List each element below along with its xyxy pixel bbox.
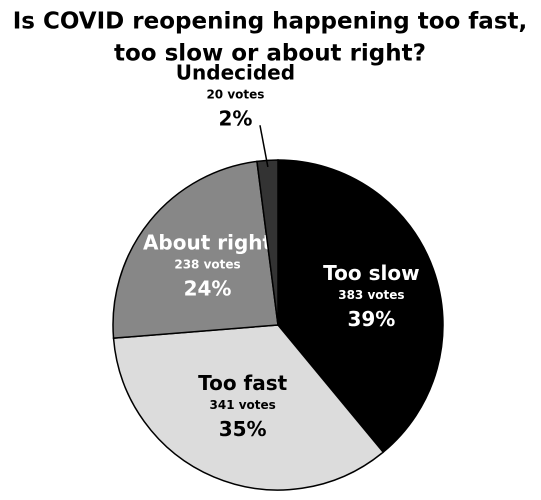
slice-votes: 383 votes bbox=[338, 288, 404, 302]
chart-title: too slow or about right? bbox=[114, 41, 426, 67]
slice-name: Undecided bbox=[176, 60, 295, 84]
slice-votes: 238 votes bbox=[174, 257, 240, 271]
pie-slice bbox=[277, 159, 444, 454]
slice-percent: 24% bbox=[184, 276, 232, 300]
slice-name: Too fast bbox=[198, 371, 288, 395]
slice-percent: 2% bbox=[218, 106, 252, 130]
pie-slice bbox=[256, 159, 279, 326]
pie-slice bbox=[112, 324, 385, 491]
chart-title: Is COVID reopening happening too fast, bbox=[13, 9, 528, 35]
leader-line bbox=[259, 125, 269, 168]
slice-votes: 341 votes bbox=[210, 398, 276, 412]
slice-name: Too slow bbox=[323, 261, 419, 285]
slice-name: About right bbox=[143, 230, 273, 254]
pie-slice bbox=[112, 160, 279, 339]
slice-percent: 35% bbox=[219, 417, 267, 441]
slice-percent: 39% bbox=[347, 307, 395, 331]
slice-votes: 20 votes bbox=[206, 87, 264, 101]
